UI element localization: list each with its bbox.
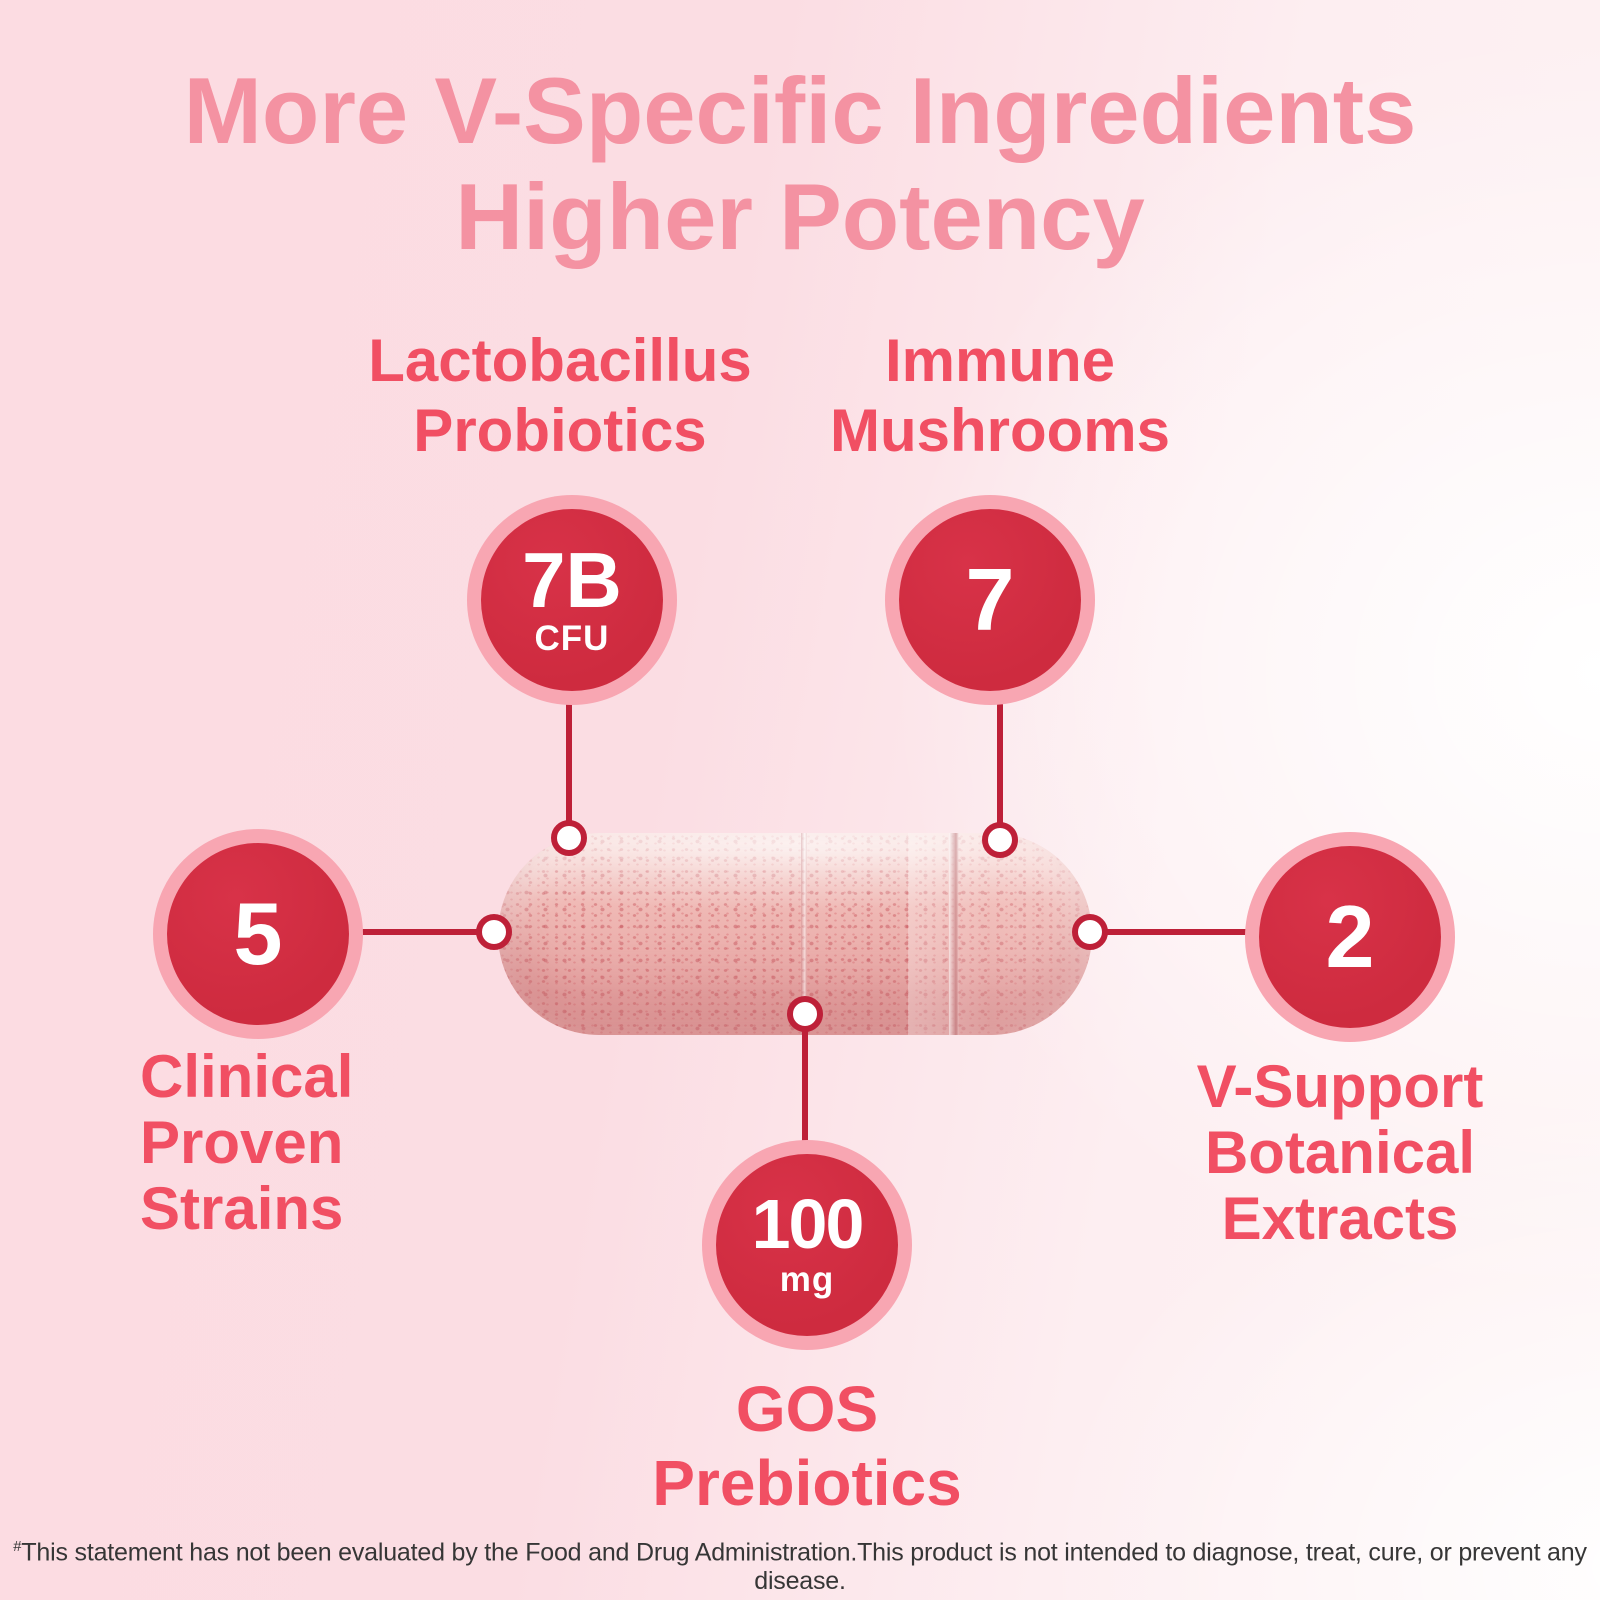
probiotics-badge-circle: 7B CFU	[481, 509, 663, 691]
strains-label: Clinical Proven Strains	[140, 1044, 560, 1242]
strains-badge: 5	[153, 829, 363, 1039]
anchor-dot-probiotics	[551, 820, 587, 856]
probiotics-badge-value: 7B	[522, 535, 622, 624]
mushrooms-badge: 7	[885, 495, 1095, 705]
mushrooms-label-line2: Mushrooms	[829, 396, 1171, 464]
mushrooms-label: Immune Mushrooms	[700, 326, 1300, 465]
prebiotics-badge: 100 mg	[702, 1140, 912, 1350]
botanicals-label: V-Support Botanical Extracts	[1090, 1054, 1590, 1252]
disclaimer-superscript: #	[13, 1538, 22, 1555]
strains-badge-value: 5	[233, 884, 283, 984]
probiotics-badge-unit: CFU	[534, 618, 610, 658]
capsule-cap-rim	[949, 833, 960, 1035]
capsule-cap	[907, 833, 1092, 1035]
connector-prebiotics	[802, 1016, 808, 1144]
connector-botanicals	[1092, 929, 1250, 935]
strains-label-line2: Proven	[140, 1109, 344, 1176]
mushrooms-badge-circle: 7	[899, 509, 1081, 691]
botanicals-badge-circle: 2	[1259, 846, 1441, 1028]
strains-badge-circle: 5	[167, 843, 349, 1025]
botanicals-badge: 2	[1245, 832, 1455, 1042]
botanicals-label-line3: Extracts	[1221, 1185, 1459, 1252]
probiotics-label: Lactobacillus Probiotics	[240, 326, 880, 465]
strains-label-line1: Clinical	[140, 1043, 354, 1110]
disclaimer-text: This statement has not been evaluated by…	[21, 1538, 1587, 1596]
anchor-dot-prebiotics	[787, 996, 823, 1032]
prebiotics-badge-value: 100	[751, 1185, 865, 1264]
botanicals-badge-value: 2	[1325, 887, 1375, 987]
mushrooms-label-line1: Immune	[884, 327, 1116, 394]
prebiotics-label-line1: GOS	[735, 1373, 879, 1445]
anchor-dot-mushrooms	[982, 822, 1018, 858]
prebiotics-badge-circle: 100 mg	[716, 1154, 898, 1336]
connector-strains	[358, 929, 494, 935]
page-title-line2: Higher Potency	[455, 164, 1145, 270]
strains-label-line3: Strains	[140, 1175, 344, 1242]
anchor-dot-strains	[476, 914, 512, 950]
probiotics-label-line2: Probiotics	[413, 396, 707, 464]
page-title: More V-Specific Ingredients Higher Poten…	[0, 58, 1600, 270]
prebiotics-label: GOS Prebiotics	[557, 1372, 1057, 1520]
mushrooms-badge-value: 7	[965, 550, 1015, 650]
connector-mushrooms	[997, 702, 1003, 842]
connector-probiotics	[566, 702, 572, 838]
botanicals-label-line2: Botanical	[1204, 1119, 1476, 1186]
page-title-line1: More V-Specific Ingredients	[183, 58, 1417, 163]
prebiotics-badge-unit: mg	[779, 1259, 835, 1299]
anchor-dot-botanicals	[1072, 914, 1108, 950]
probiotics-badge: 7B CFU	[467, 495, 677, 705]
prebiotics-label-line2: Prebiotics	[652, 1447, 962, 1520]
disclaimer: #This statement has not been evaluated b…	[0, 1538, 1600, 1596]
botanicals-label-line1: V-Support	[1196, 1053, 1484, 1120]
probiotics-label-line1: Lactobacillus	[368, 327, 752, 394]
capsule-seam	[800, 833, 807, 1035]
